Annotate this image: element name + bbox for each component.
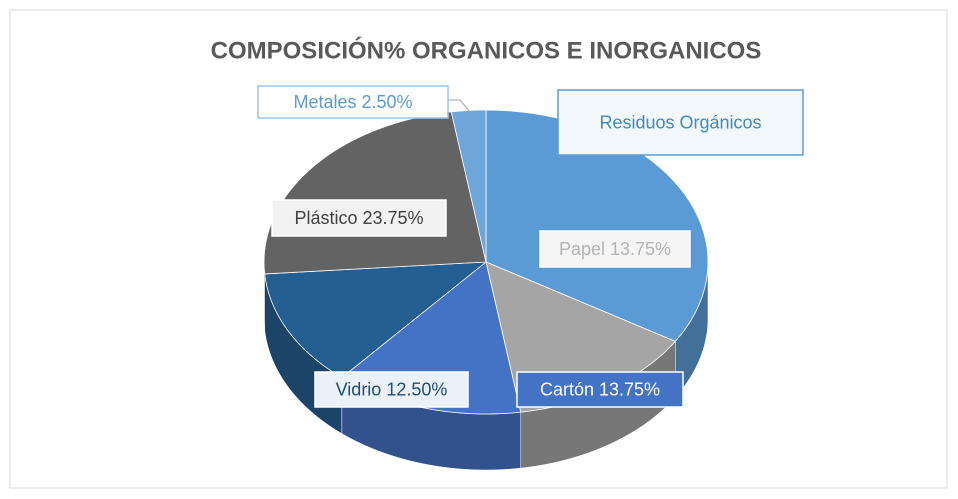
data-label: Plástico 23.75% — [294, 208, 423, 228]
data-label: Cartón 13.75% — [540, 379, 660, 399]
data-label-box — [257, 85, 449, 119]
data-label-box — [539, 230, 691, 268]
slice — [485, 109, 709, 342]
data-label: Vidrio 12.50% — [336, 379, 448, 399]
leader-line — [448, 99, 471, 113]
slice — [264, 261, 488, 379]
data-label: Residuos Orgánicos — [599, 112, 761, 132]
data-label-box — [271, 199, 447, 237]
data-label: Papel 13.75% — [559, 239, 671, 259]
data-label-box — [314, 371, 469, 408]
data-label-box — [516, 371, 684, 408]
data-label: Metales 2.50% — [293, 92, 412, 112]
data-label-box — [557, 89, 804, 156]
chart-title: COMPOSICIÓN% ORGANICOS E INORGANICOS — [211, 36, 762, 64]
